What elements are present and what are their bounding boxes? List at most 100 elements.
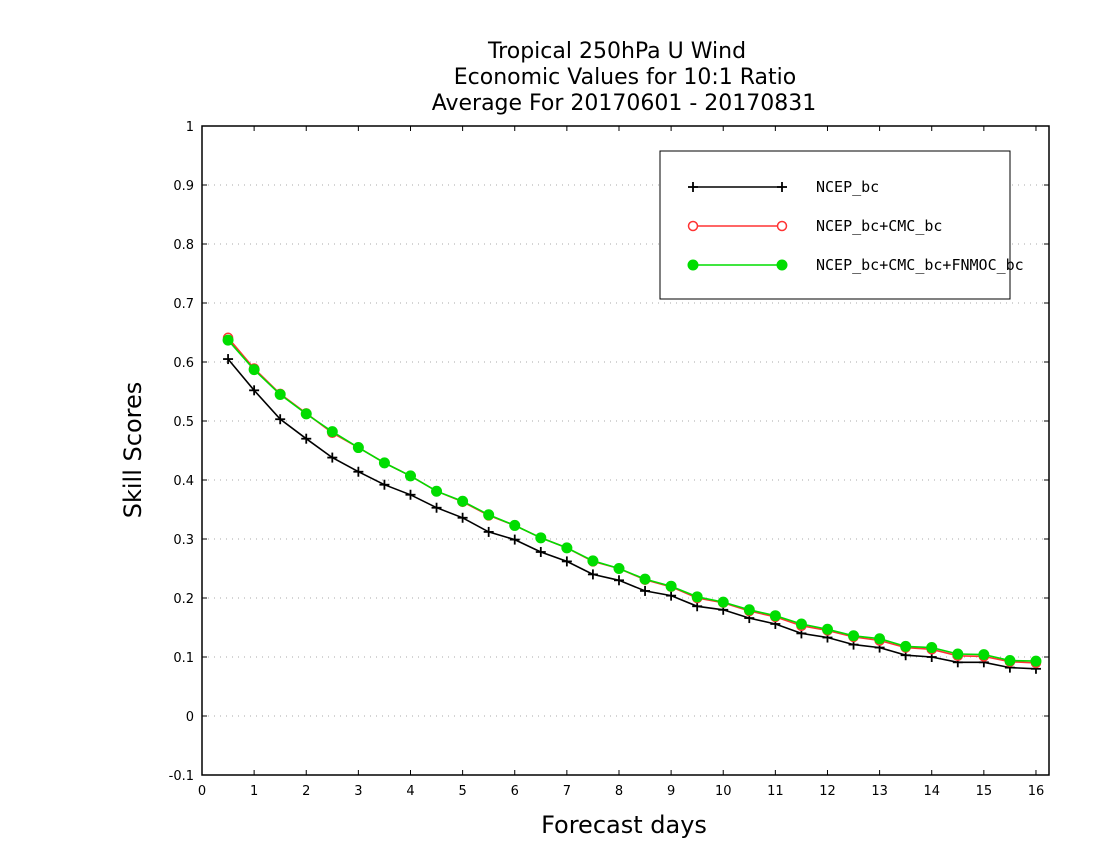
data-point xyxy=(777,182,787,192)
x-tick-label: 15 xyxy=(976,784,993,799)
legend-item: NCEP_bc+CMC_bc+FNMOC_bc xyxy=(687,256,1024,274)
y-tick-label: 0.3 xyxy=(173,533,194,548)
x-tick-label: 5 xyxy=(458,784,466,799)
data-point xyxy=(483,526,494,537)
y-tick-label: 0.2 xyxy=(173,592,194,607)
data-point xyxy=(379,479,390,490)
data-point xyxy=(248,364,260,376)
data-point xyxy=(640,585,651,596)
legend-box xyxy=(659,150,1011,300)
data-point xyxy=(666,590,677,601)
x-tick-label: 16 xyxy=(1028,784,1045,799)
x-tick-label: 10 xyxy=(715,784,732,799)
data-point xyxy=(769,610,781,622)
series-line xyxy=(227,358,1037,670)
series xyxy=(223,354,1041,674)
plot-frame xyxy=(201,125,1050,776)
series-layer xyxy=(222,332,1042,674)
y-tick-label: 0.1 xyxy=(173,651,194,666)
x-tick-label: 13 xyxy=(871,784,888,799)
data-point xyxy=(926,642,938,654)
data-point xyxy=(821,623,833,635)
data-point xyxy=(900,640,912,652)
legend-label: NCEP_bc+CMC_bc+FNMOC_bc xyxy=(816,256,1024,274)
data-point xyxy=(535,546,546,557)
data-point xyxy=(223,354,234,365)
data-point xyxy=(687,259,699,271)
data-point xyxy=(352,442,364,454)
data-point xyxy=(795,618,807,630)
x-tick-label: 11 xyxy=(767,784,784,799)
y-tick-label: 0.6 xyxy=(173,356,194,371)
y-tick-label: 0 xyxy=(186,710,194,725)
x-tick-label: 14 xyxy=(923,784,940,799)
x-tick-label: 4 xyxy=(406,784,414,799)
data-point xyxy=(587,555,599,567)
data-point xyxy=(874,633,886,645)
legend-item: NCEP_bc+CMC_bc xyxy=(687,217,942,235)
title-line-2: Economic Values for 10:1 Ratio xyxy=(454,65,796,90)
data-point xyxy=(327,452,338,463)
data-point xyxy=(404,470,416,482)
data-point xyxy=(275,414,286,425)
data-point xyxy=(639,573,651,585)
data-point xyxy=(405,489,416,500)
y-axis-label: Skill Scores xyxy=(119,382,147,519)
data-point xyxy=(776,220,788,232)
y-tick-label: 0.7 xyxy=(173,297,194,312)
data-point xyxy=(561,556,572,567)
title-line-1: Tropical 250hPa U Wind xyxy=(487,39,746,64)
data-point xyxy=(613,563,625,574)
data-point xyxy=(717,596,729,608)
data-point xyxy=(431,485,443,497)
data-point xyxy=(978,649,990,661)
x-tick-label: 8 xyxy=(615,784,623,799)
data-point xyxy=(848,630,860,642)
data-point xyxy=(688,182,698,192)
data-point xyxy=(776,259,788,271)
x-tick-label: 0 xyxy=(198,784,206,799)
y-tick-label: 1 xyxy=(186,120,194,135)
data-point xyxy=(300,408,312,420)
data-point xyxy=(561,542,573,554)
data-point xyxy=(952,648,964,660)
y-tick-label: 0.9 xyxy=(173,179,194,194)
data-point xyxy=(509,534,520,545)
axis-ticks: -0.100.10.20.30.40.50.60.70.80.910 1 2 3 4 5 6… xyxy=(169,120,1049,799)
x-tick-label: 6 xyxy=(511,784,519,799)
x-axis-label: Forecast days xyxy=(541,811,707,839)
x-tick-label: 7 xyxy=(563,784,571,799)
data-point xyxy=(457,495,469,507)
legend: NCEP_bc NCEP_bc+CMC_bc NCEP_bc+CMC_bc+FNMO… xyxy=(659,150,1024,300)
series xyxy=(222,332,1042,669)
x-tick-label: 12 xyxy=(819,784,836,799)
data-point xyxy=(326,426,338,438)
data-point xyxy=(1004,655,1016,667)
data-point xyxy=(687,220,699,232)
data-point xyxy=(665,580,677,592)
x-tick-label: 1 xyxy=(250,784,258,799)
data-point xyxy=(613,575,624,586)
data-point xyxy=(1030,655,1042,667)
data-point xyxy=(743,604,755,616)
data-point xyxy=(535,532,547,544)
data-point xyxy=(249,385,260,396)
data-point xyxy=(378,457,390,469)
legend-label: NCEP_bc xyxy=(816,178,879,196)
title-line-3: Average For 20170601 - 20170831 xyxy=(432,91,817,116)
data-point xyxy=(587,569,598,580)
data-point xyxy=(301,433,312,444)
x-tick-label: 2 xyxy=(302,784,310,799)
data-point xyxy=(431,502,442,513)
series xyxy=(222,334,1042,667)
legend-label: NCEP_bc+CMC_bc xyxy=(816,217,942,235)
data-point xyxy=(509,519,521,531)
data-point xyxy=(691,591,703,603)
y-tick-label: -0.1 xyxy=(169,769,194,784)
data-point xyxy=(457,512,468,523)
x-tick-label: 3 xyxy=(354,784,362,799)
data-point xyxy=(483,509,495,521)
y-tick-label: 0.5 xyxy=(173,415,194,430)
legend-item: NCEP_bc xyxy=(688,178,879,196)
